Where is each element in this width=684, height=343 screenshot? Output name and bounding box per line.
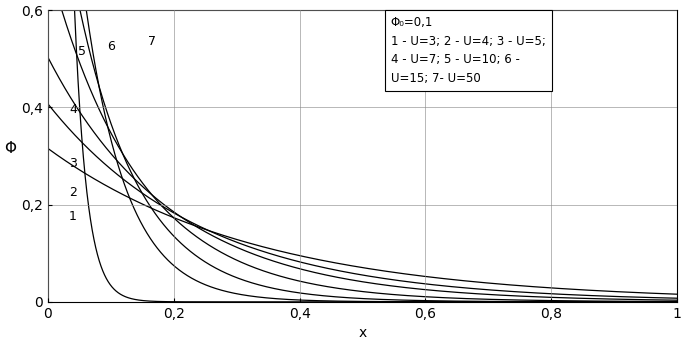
Text: 3: 3: [69, 157, 77, 170]
Text: 6: 6: [107, 40, 115, 53]
Y-axis label: Φ: Φ: [4, 141, 16, 156]
Text: 2: 2: [69, 186, 77, 199]
X-axis label: x: x: [358, 326, 367, 340]
Text: 5: 5: [79, 45, 86, 58]
Text: 1: 1: [69, 210, 77, 223]
Text: 7: 7: [148, 35, 156, 48]
Text: 4: 4: [69, 103, 77, 116]
Text: Φ₀=0,1
1 - U=3; 2 - U=4; 3 - U=5;
4 - U=7; 5 - U=10; 6 -
U=15; 7- U=50: Φ₀=0,1 1 - U=3; 2 - U=4; 3 - U=5; 4 - U=…: [391, 16, 546, 85]
